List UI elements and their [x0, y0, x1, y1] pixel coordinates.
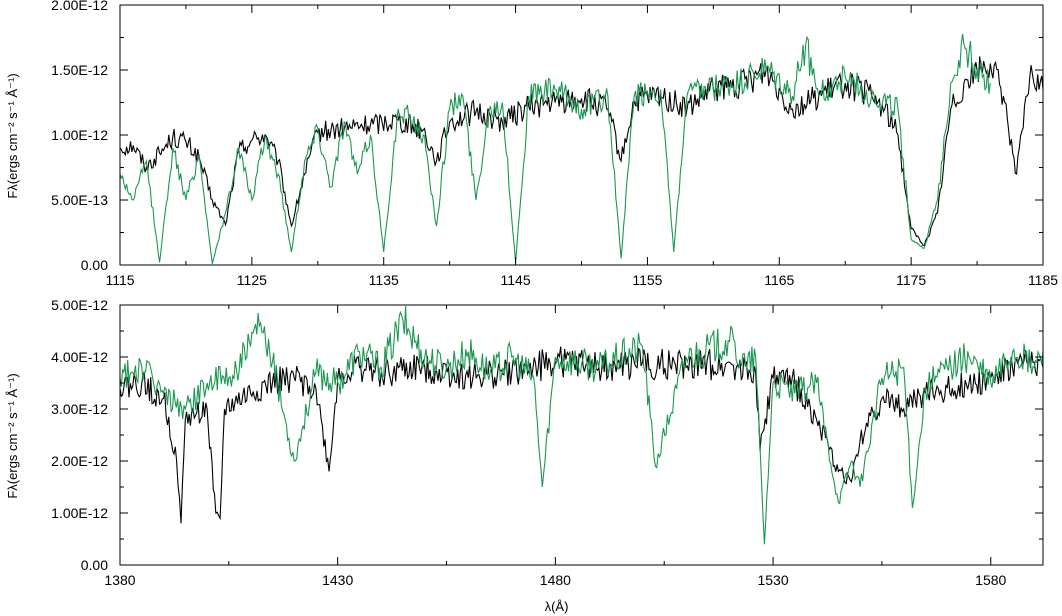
y-tick-label: 4.00E-12	[51, 349, 108, 365]
bottom-spectrum-panel: 1380 1430 1480 1530 1580 0.00 1.00E-12 2.00E-12…	[5, 297, 1044, 614]
x-tick-label: 1530	[757, 572, 788, 588]
y-axis-label: Fλ(ergs cm⁻² s⁻¹ Å⁻¹)	[5, 73, 20, 198]
x-tick-label: 1165	[764, 272, 794, 288]
y-tick-label: 2.00E-12	[51, 0, 108, 13]
x-tick-label: 1430	[322, 572, 353, 588]
y-tick-label: 2.00E-12	[51, 453, 108, 469]
y-tick-label: 1.50E-12	[51, 62, 108, 78]
x-tick-label: 1185	[1028, 272, 1058, 288]
spectrum-series-black	[120, 346, 1043, 524]
spectrum-series-black	[120, 56, 1043, 247]
y-tick-label: 3.00E-12	[51, 401, 108, 417]
spectrum-series-green	[120, 306, 1043, 545]
x-tick-label: 1380	[104, 572, 135, 588]
x-tick-label: 1155	[632, 272, 662, 288]
y-tick-label: 0.00	[81, 257, 108, 273]
y-tick-label: 1.00E-12	[51, 127, 108, 143]
x-tick-label: 1145	[501, 272, 531, 288]
x-tick-label: 1125	[237, 272, 267, 288]
y-tick-label: 5.00E-12	[51, 297, 108, 313]
x-tick-label: 1135	[369, 272, 399, 288]
y-tick-label: 5.00E-13	[51, 192, 108, 208]
plot-frame	[119, 4, 1044, 266]
x-tick-label: 1580	[975, 572, 1006, 588]
x-tick-label: 1175	[896, 272, 926, 288]
x-tick-label: 1115	[105, 272, 134, 288]
top-spectrum-panel: 1115 1125 1135 1145 1155 1165 1175 1185 0.00 5.00…	[5, 0, 1058, 288]
spectrum-series-green	[120, 33, 991, 264]
x-tick-label: 1480	[540, 572, 571, 588]
y-axis-label: Fλ(ergs cm⁻² s⁻¹ Å⁻¹)	[5, 373, 20, 498]
y-tick-label: 1.00E-12	[51, 505, 108, 521]
y-tick-label: 0.00	[81, 557, 108, 573]
plot-frame	[119, 304, 1044, 566]
x-axis-label: λ(Å)	[545, 599, 569, 614]
